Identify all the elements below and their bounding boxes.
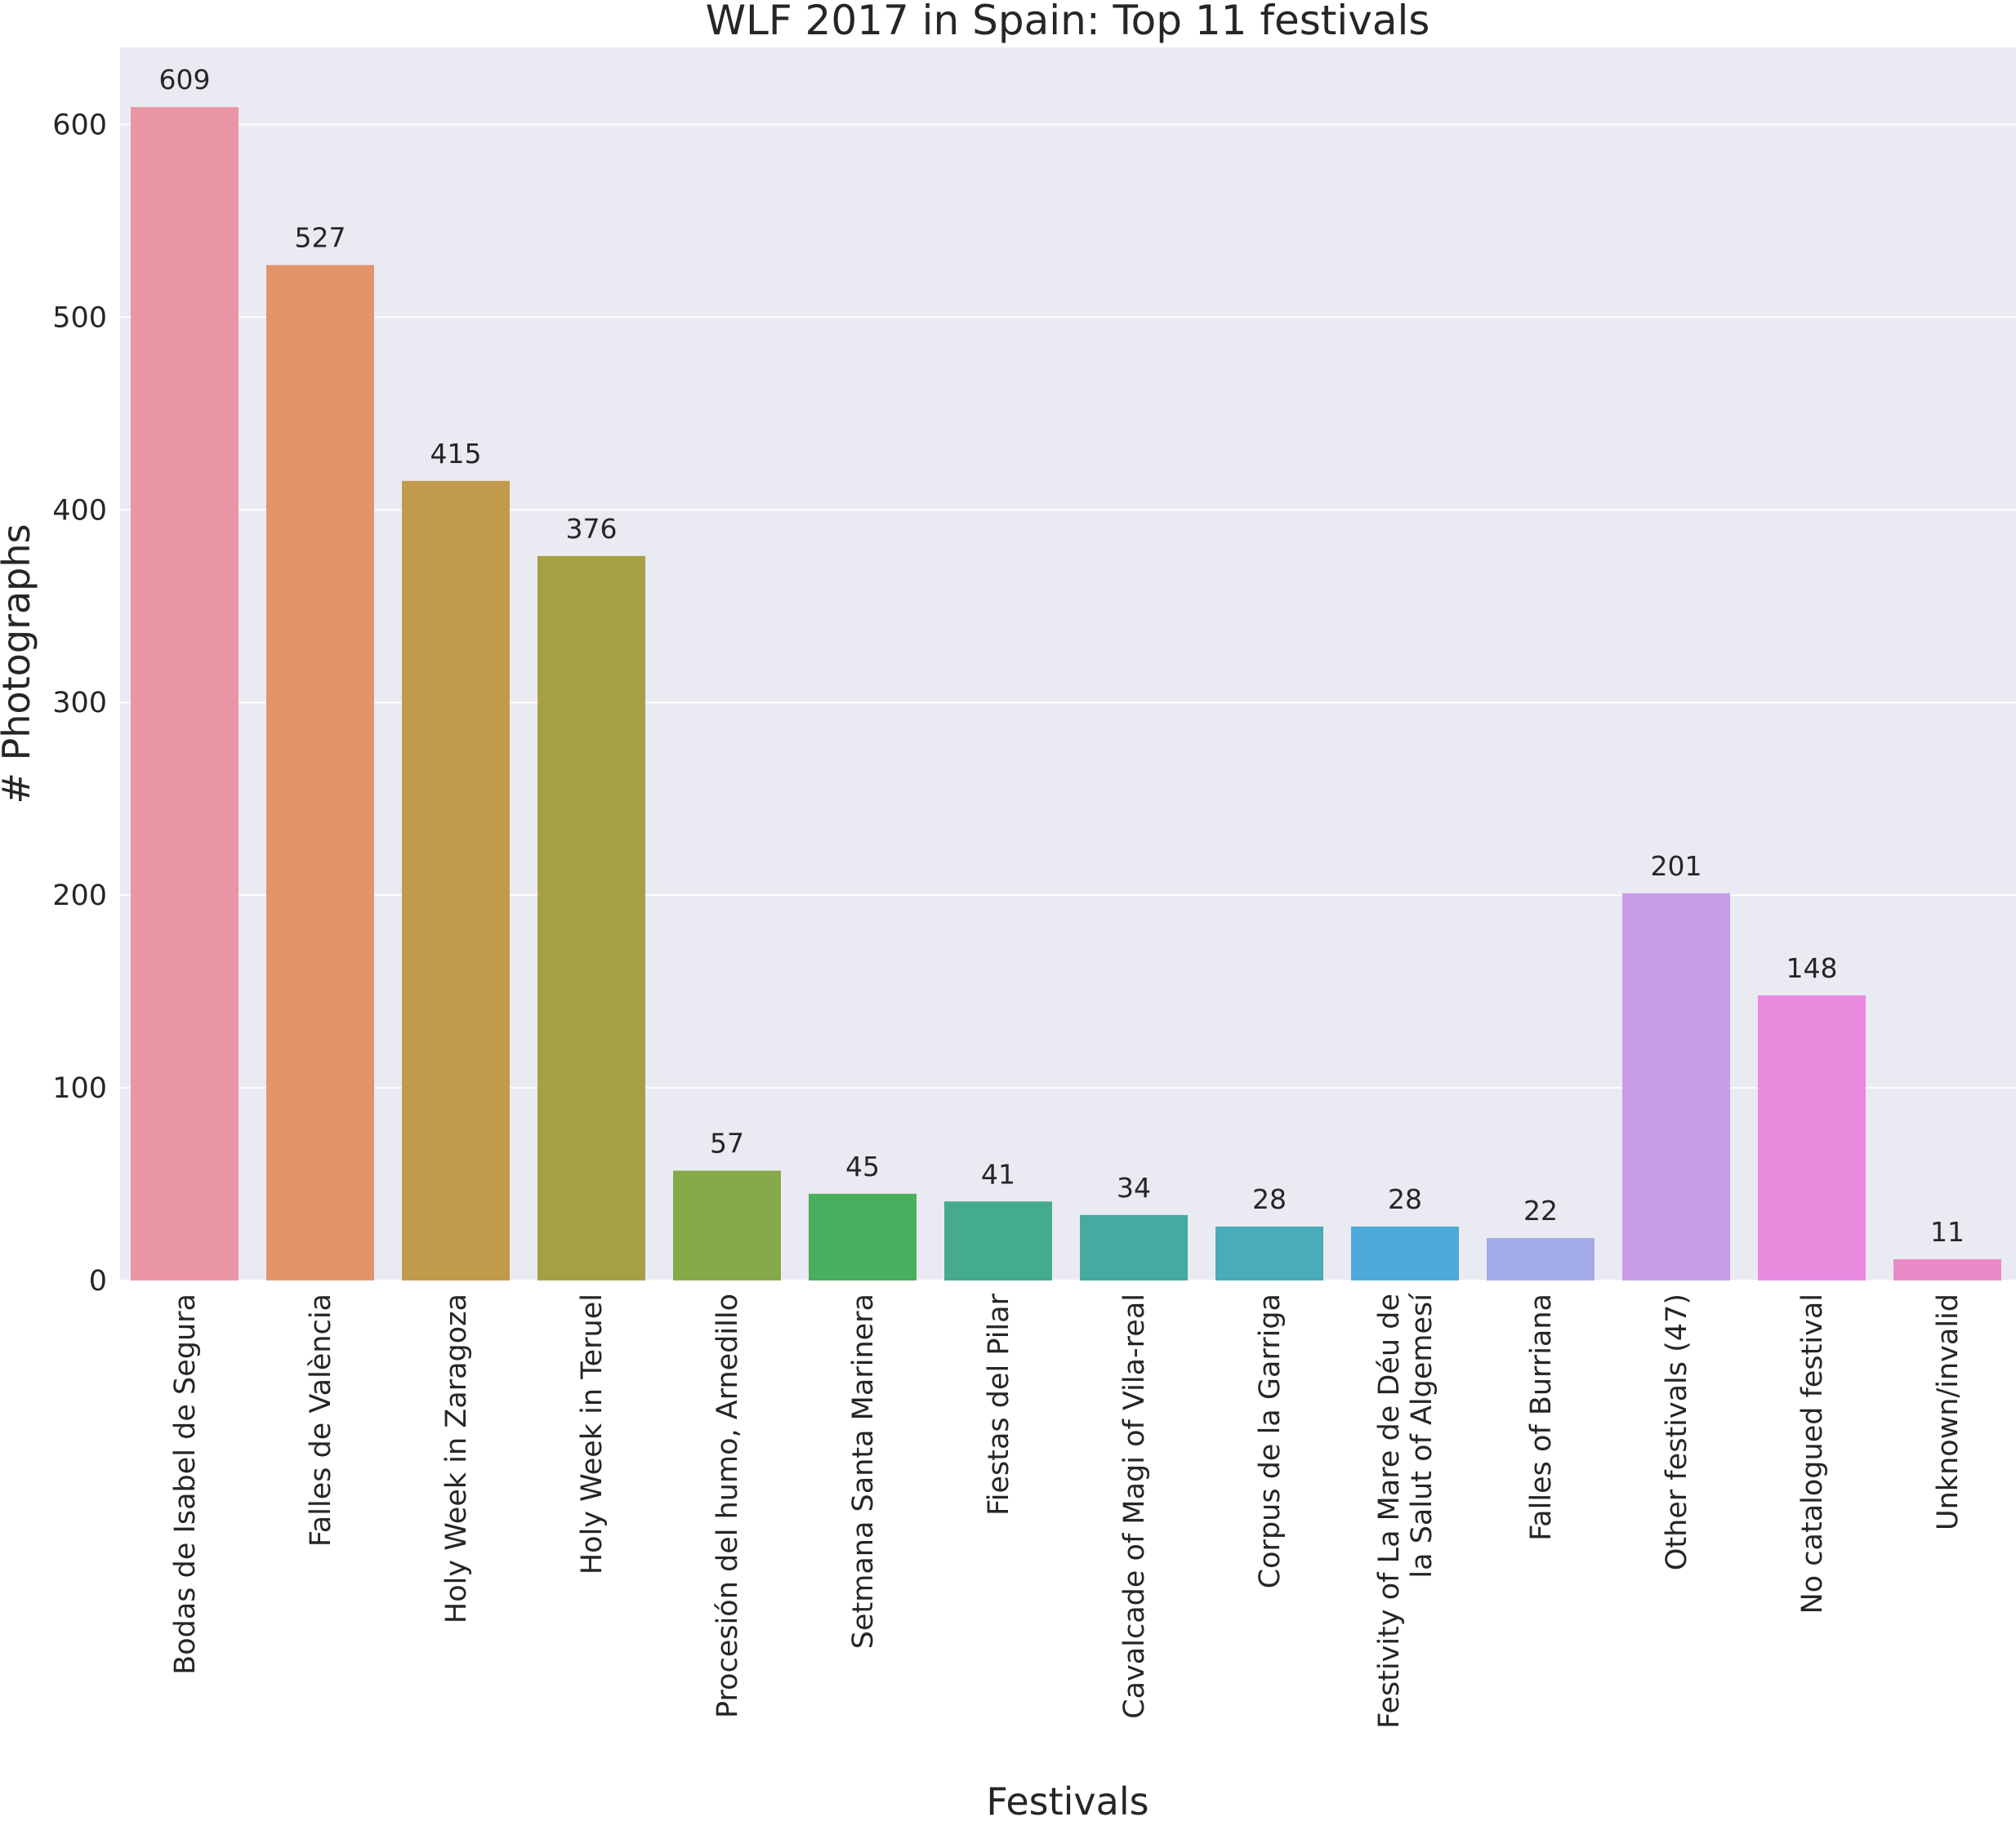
x-tick-label: Fiestas del Pilar: [983, 1293, 1015, 1515]
x-axis-ticks: Bodas de Isabel de Segura Falles de Valèn…: [169, 1293, 1965, 1729]
x-tick-label: Bodas de Isabel de Segura: [169, 1294, 202, 1675]
bar: [131, 107, 239, 1280]
y-tick-label: 500: [52, 301, 107, 334]
data-label: 57: [710, 1128, 744, 1160]
x-tick-label: Unknown/invalid: [1932, 1294, 1965, 1530]
y-axis-title: # Photographs: [0, 523, 38, 804]
chart-title: WLF 2017 in Spain: Top 11 festivals: [706, 0, 1430, 44]
bar: [809, 1193, 917, 1280]
x-tick-label: Cavalcade of Magi of Vila-real: [1118, 1294, 1151, 1719]
bar: [402, 480, 510, 1280]
y-tick-label: 600: [52, 109, 107, 141]
x-tick-label: Procesión del humo, Arnedillo: [711, 1294, 744, 1718]
data-label: 28: [1388, 1183, 1422, 1215]
data-label: 415: [430, 438, 482, 470]
bar: [266, 265, 374, 1280]
data-label: 609: [159, 64, 211, 96]
bar: [1758, 995, 1866, 1280]
data-label: 22: [1523, 1195, 1558, 1227]
x-tick-label: Corpus de la Garriga: [1254, 1294, 1287, 1588]
x-tick-label: Festivity of La Mare de Déu dela Salut o…: [1373, 1293, 1438, 1729]
bar: [1893, 1259, 2001, 1280]
x-tick-label: Holy Week in Teruel: [576, 1294, 609, 1574]
bar: [1215, 1226, 1323, 1280]
bar: [673, 1170, 781, 1280]
data-label: 34: [1117, 1172, 1151, 1204]
bars: [131, 107, 2001, 1280]
bar: [1622, 893, 1730, 1280]
x-tick-label: Setmana Santa Marinera: [847, 1294, 880, 1649]
x-tick-label: Holy Week in Zaragoza: [440, 1294, 473, 1623]
data-label: 41: [981, 1158, 1015, 1190]
data-label: 45: [845, 1151, 880, 1182]
data-label: 201: [1651, 850, 1702, 882]
data-label: 148: [1786, 952, 1838, 984]
bar: [1487, 1238, 1595, 1280]
y-tick-label: 400: [52, 494, 107, 527]
data-label: 527: [295, 222, 346, 254]
bar: [1351, 1226, 1459, 1280]
bar: [1080, 1214, 1188, 1280]
y-tick-label: 200: [52, 880, 107, 912]
x-tick-label: Falles de València: [305, 1294, 337, 1547]
bar: [537, 555, 645, 1280]
x-axis-title: Festivals: [986, 1779, 1148, 1823]
data-label: 376: [566, 513, 618, 545]
x-tick-label: Falles of Burriana: [1525, 1294, 1558, 1541]
x-tick-label: Other festivals (47): [1661, 1294, 1693, 1570]
data-label: 11: [1930, 1216, 1965, 1248]
bar: [944, 1201, 1052, 1280]
data-labels: 609 527 415 376 57 45 41 34 28 28 22 201 148 11: [159, 64, 1965, 1248]
y-axis-ticks: 0 100 200 300 400 500 600: [52, 109, 107, 1298]
y-tick-label: 300: [52, 687, 107, 719]
data-label: 28: [1252, 1183, 1287, 1215]
x-tick-label: No catalogued festival: [1796, 1294, 1829, 1614]
y-tick-label: 100: [52, 1072, 107, 1105]
y-tick-label: 0: [89, 1265, 107, 1298]
